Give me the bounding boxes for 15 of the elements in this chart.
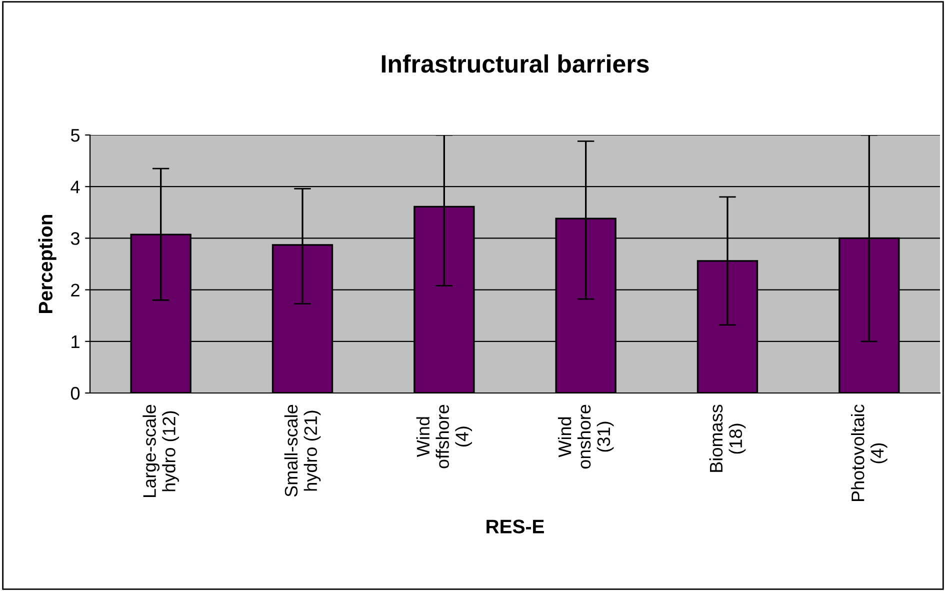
y-tick-label: 4 — [70, 180, 80, 194]
y-axis-title: Perception — [38, 214, 56, 313]
y-tick-label: 5 — [70, 129, 80, 142]
x-tick-label: Large-scale hydro (12) — [142, 404, 179, 497]
x-tick-label: Wind onshore (31) — [558, 404, 614, 469]
chart-title: Infrastructural barriers — [382, 54, 649, 73]
x-tick-label: Biomass (18) — [709, 404, 746, 472]
y-tick-label: 1 — [72, 336, 80, 348]
x-tick-label: Wind offshore (4) — [416, 404, 472, 468]
x-tick-label: Photovoltaic (4) — [851, 404, 888, 501]
y-tick-label: 2 — [71, 284, 80, 296]
x-axis-title: RES-E — [486, 520, 544, 534]
y-tick-label: 3 — [70, 232, 80, 245]
x-tick-label: Small-scale hydro (21) — [284, 404, 321, 497]
y-tick-label: 0 — [70, 386, 80, 400]
